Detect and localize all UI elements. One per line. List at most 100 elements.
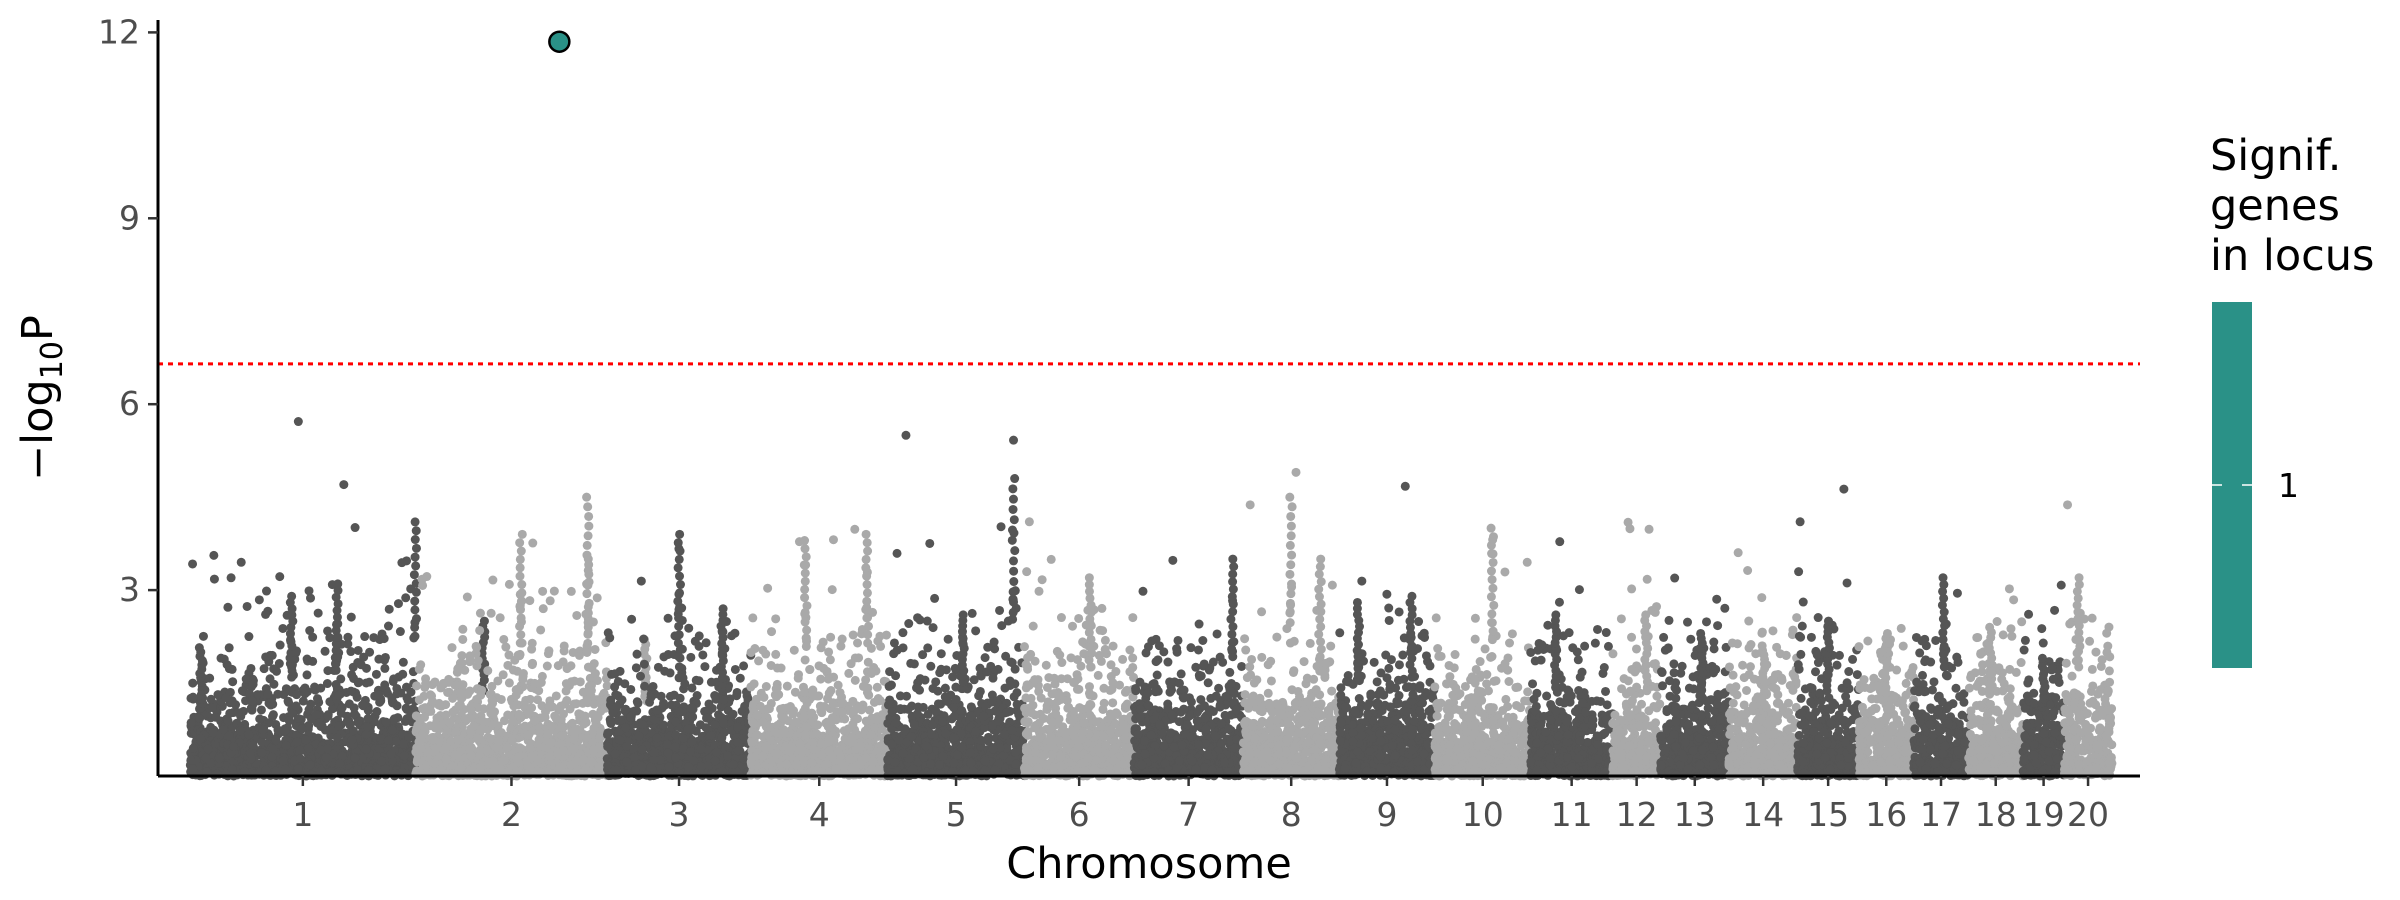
data-point: [482, 746, 492, 756]
data-point: [761, 682, 771, 692]
data-point: [448, 693, 458, 703]
data-point: [865, 705, 875, 715]
data-point: [414, 695, 424, 705]
data-point: [365, 647, 375, 657]
data-point: [530, 716, 540, 726]
data-point: [634, 731, 644, 741]
data-point: [499, 634, 509, 644]
data-point: [504, 678, 514, 688]
data-point: [274, 659, 284, 669]
data-point: [730, 664, 740, 674]
data-point: [636, 576, 646, 586]
data-point: [652, 733, 662, 743]
data-point: [350, 523, 360, 533]
data-point: [514, 709, 524, 719]
data-point: [259, 664, 269, 674]
data-point: [782, 760, 792, 770]
data-point: [353, 717, 363, 727]
data-point: [346, 647, 356, 657]
data-point: [339, 480, 349, 490]
data-point: [393, 599, 403, 609]
data-point: [637, 761, 647, 771]
data-point: [392, 689, 402, 699]
data-point: [334, 721, 344, 731]
data-point: [717, 766, 727, 776]
data-point: [453, 664, 463, 674]
data-point: [849, 706, 859, 716]
data-point: [275, 640, 285, 650]
data-point: [418, 580, 428, 590]
data-point: [670, 742, 680, 752]
data-point: [268, 744, 278, 754]
data-point: [648, 681, 658, 691]
data-point: [371, 669, 381, 679]
data-point: [542, 661, 552, 671]
data-point: [479, 616, 489, 626]
data-point: [754, 656, 764, 666]
data-point: [686, 703, 696, 713]
data-point: [477, 715, 487, 725]
data-point: [772, 748, 782, 758]
data-point: [353, 678, 363, 688]
data-point: [300, 689, 310, 699]
data-point: [692, 691, 702, 701]
data-point: [694, 676, 704, 686]
data-point: [533, 756, 543, 766]
data-point: [747, 738, 757, 748]
data-point: [584, 569, 594, 579]
data-point: [786, 742, 796, 752]
data-point: [271, 766, 281, 776]
data-point: [224, 731, 234, 741]
data-point: [379, 634, 389, 644]
data-point: [662, 739, 672, 749]
data-point: [458, 624, 468, 634]
data-point: [409, 570, 419, 580]
data-point: [802, 601, 812, 611]
data-point: [862, 613, 872, 623]
data-point: [723, 751, 733, 761]
data-point: [675, 546, 685, 556]
data-point: [629, 753, 639, 763]
data-point: [528, 538, 538, 548]
data-point: [198, 631, 208, 641]
data-point: [256, 705, 266, 715]
data-point: [801, 633, 811, 643]
data-point: [814, 661, 824, 671]
data-point: [363, 705, 373, 715]
data-point: [261, 765, 271, 775]
data-point: [503, 710, 513, 720]
data-point: [247, 704, 257, 714]
data-point: [867, 764, 877, 774]
data-point: [673, 563, 683, 573]
data-point: [241, 674, 251, 684]
data-point: [347, 670, 357, 680]
data-point: [746, 647, 756, 657]
data-point: [701, 723, 711, 733]
data-point: [872, 682, 882, 692]
data-point: [273, 725, 283, 735]
data-point: [854, 653, 864, 663]
data-point: [862, 596, 872, 606]
chromosome-points-5: [883, 430, 1029, 781]
data-point: [615, 735, 625, 745]
data-point: [306, 593, 316, 603]
data-point: [876, 641, 886, 651]
data-point: [583, 662, 593, 672]
data-point: [584, 560, 594, 570]
data-point: [758, 717, 768, 727]
data-point: [369, 633, 379, 643]
data-point: [453, 735, 463, 745]
data-point: [739, 661, 749, 671]
data-point: [305, 626, 315, 636]
data-point: [595, 743, 605, 753]
data-point: [303, 743, 313, 753]
data-point: [748, 613, 758, 623]
data-point: [566, 661, 576, 671]
data-point: [233, 708, 243, 718]
data-point: [235, 726, 245, 736]
data-point: [487, 695, 497, 705]
data-point: [779, 729, 789, 739]
data-point: [752, 710, 762, 720]
data-point: [515, 554, 525, 564]
